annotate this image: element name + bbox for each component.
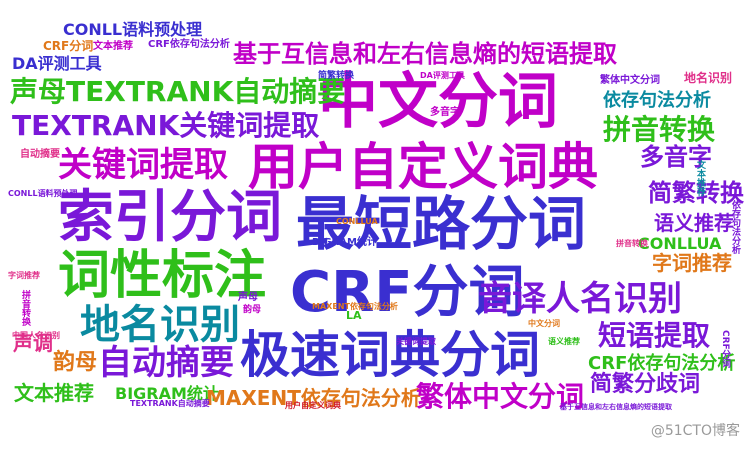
word-fanti-zhongwen: 繁体中文分词 bbox=[416, 380, 585, 413]
word-yunmu: 韵母 bbox=[53, 350, 98, 375]
word-yiju-fenxi: 依存句法分析 bbox=[603, 90, 711, 111]
watermark-text: @51CTO博客 bbox=[650, 423, 740, 439]
word-jiyu-small: 基于互信息和左右信息熵的短语提取 bbox=[560, 403, 672, 411]
word-maxent-small: MAXENT依存句法分析 bbox=[312, 302, 398, 311]
word-shengmu-tr: 声母TEXTRANK自动摘要 bbox=[10, 75, 346, 108]
word-zhongwen-small: 中文分词 bbox=[528, 319, 560, 328]
word-crf-yicun: CRF依存句法分析 bbox=[588, 353, 736, 374]
word-cixing-biaozhu: 词性标注 bbox=[58, 246, 267, 306]
word-diming-shibie: 地名识别 bbox=[80, 302, 240, 348]
word-suoyin-fenci: 索引分词 bbox=[58, 185, 282, 250]
word-zidong-zhaiyao-2: 自动摘要 bbox=[98, 343, 234, 383]
word-conll-small: CONLL语料预处理 bbox=[8, 189, 78, 198]
word-maxent: MAXENT依存句法分析 bbox=[206, 386, 421, 410]
word-duoyinzi: 多音字 bbox=[640, 143, 712, 171]
word-tr-small: TEXTRANK自动摘要 bbox=[130, 399, 210, 408]
word-shengmu-small: 声母 bbox=[238, 292, 258, 303]
word-jianfan-small: 简繁转换 bbox=[318, 71, 355, 81]
word-wenben-tuijian: 文本推荐 bbox=[14, 381, 94, 405]
word-yonghu-ciddian: 用户自定义词典 bbox=[248, 138, 598, 196]
word-jisu-cidian: 极速词典分词 bbox=[240, 326, 540, 384]
word-da-small: DA评测工具 bbox=[420, 71, 465, 80]
word-yonghu-small: 用户自定义词典 bbox=[285, 401, 341, 410]
word-zici-tuijian: 字词推荐 bbox=[652, 251, 732, 275]
word-duoyin-small: 多音字 bbox=[430, 107, 460, 118]
word-jianfan-zhuanhuan: 简繁转换 bbox=[648, 179, 744, 207]
word-jianfan-qiyi: 简繁分歧词 bbox=[590, 372, 701, 397]
word-shengdiao: 声调 bbox=[13, 331, 53, 355]
word-crf-yicun-small: CRF依存句法分析 bbox=[148, 39, 230, 50]
word-guanjianci-small: 关键词提取 bbox=[396, 337, 436, 346]
word-pinyin-zhuanhuan: 拼音转换 bbox=[603, 113, 716, 146]
word-yinyi-renming: 音译人名识别 bbox=[478, 279, 682, 319]
word-zhongguo-renming: 中国人名识别 bbox=[12, 331, 60, 340]
word-da-pingce: DA评测工具 bbox=[12, 54, 102, 73]
word-pinyin-small: 拼音转换 bbox=[616, 239, 648, 248]
word-zici-small: 字词推荐 bbox=[8, 271, 40, 280]
word-pinyin-v: 拼音转换 bbox=[20, 290, 30, 326]
word-yuyi-tuijian: 语义推荐 bbox=[654, 211, 734, 235]
word-wenben-tuijian-small: 文本推荐 bbox=[93, 41, 133, 52]
word-crf-fenci: CRF分词 bbox=[290, 260, 525, 325]
word-conllua: CONLLUA bbox=[638, 234, 722, 253]
word-zidong-small: 自动摘要 bbox=[20, 149, 60, 160]
word-yicun-v: 依存句法分析 bbox=[730, 200, 740, 254]
word-zhongwen-fenci: 中文分词 bbox=[318, 67, 558, 137]
word-la: LA bbox=[346, 309, 362, 322]
word-conll-yuliao: CONLL语料预处理 bbox=[63, 20, 203, 39]
word-fanti-small: 繁体中文分词 bbox=[600, 75, 660, 86]
word-guanjianci-1: 关键词提取 bbox=[58, 145, 228, 185]
word-hucuoxi: 基于互信息和左右信息熵的短语提取 bbox=[233, 40, 617, 68]
word-diming-small: 地名识别 bbox=[684, 71, 733, 85]
word-bigram-small: BIGRAM统计 bbox=[312, 237, 377, 248]
word-tuijian-v: 文本推荐 bbox=[695, 160, 705, 196]
word-conllua-small: CONLLUA bbox=[336, 217, 378, 226]
word-zuiduan-lujing: 最短路分词 bbox=[296, 190, 587, 258]
word-yuyi-small: 语义推荐 bbox=[548, 337, 580, 346]
word-crf-fenci-small: CRF分词 bbox=[43, 39, 94, 53]
word-bigram-tongji: BIGRAM统计 bbox=[115, 384, 219, 403]
word-yunmu-small: 韵母 bbox=[243, 305, 262, 315]
word-duanyu-tiqu: 短语提取 bbox=[598, 319, 711, 352]
word-crf-v: CRF分词 bbox=[720, 330, 730, 368]
word-tr-guanjianci: TEXTRANK关键词提取 bbox=[12, 109, 320, 142]
